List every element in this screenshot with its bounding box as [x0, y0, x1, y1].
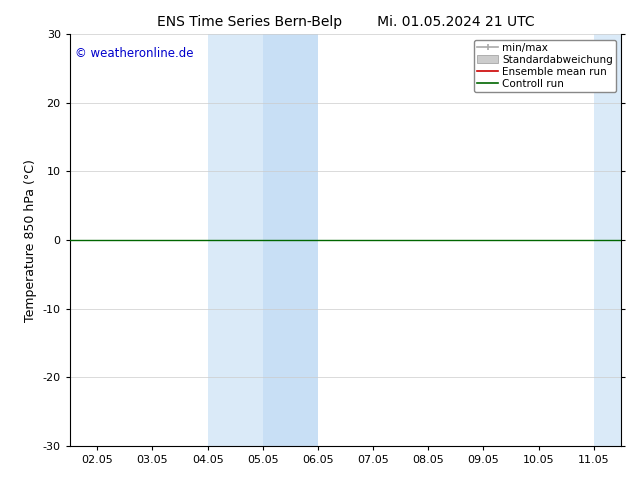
Bar — [207, 34, 262, 446]
Text: © weatheronline.de: © weatheronline.de — [75, 47, 194, 60]
Title: ENS Time Series Bern-Belp        Mi. 01.05.2024 21 UTC: ENS Time Series Bern-Belp Mi. 01.05.2024… — [157, 15, 534, 29]
Bar — [593, 34, 621, 446]
Y-axis label: Temperature 850 hPa (°C): Temperature 850 hPa (°C) — [24, 159, 37, 321]
Legend: min/max, Standardabweichung, Ensemble mean run, Controll run: min/max, Standardabweichung, Ensemble me… — [474, 40, 616, 92]
Bar — [621, 34, 634, 446]
Bar — [262, 34, 318, 446]
